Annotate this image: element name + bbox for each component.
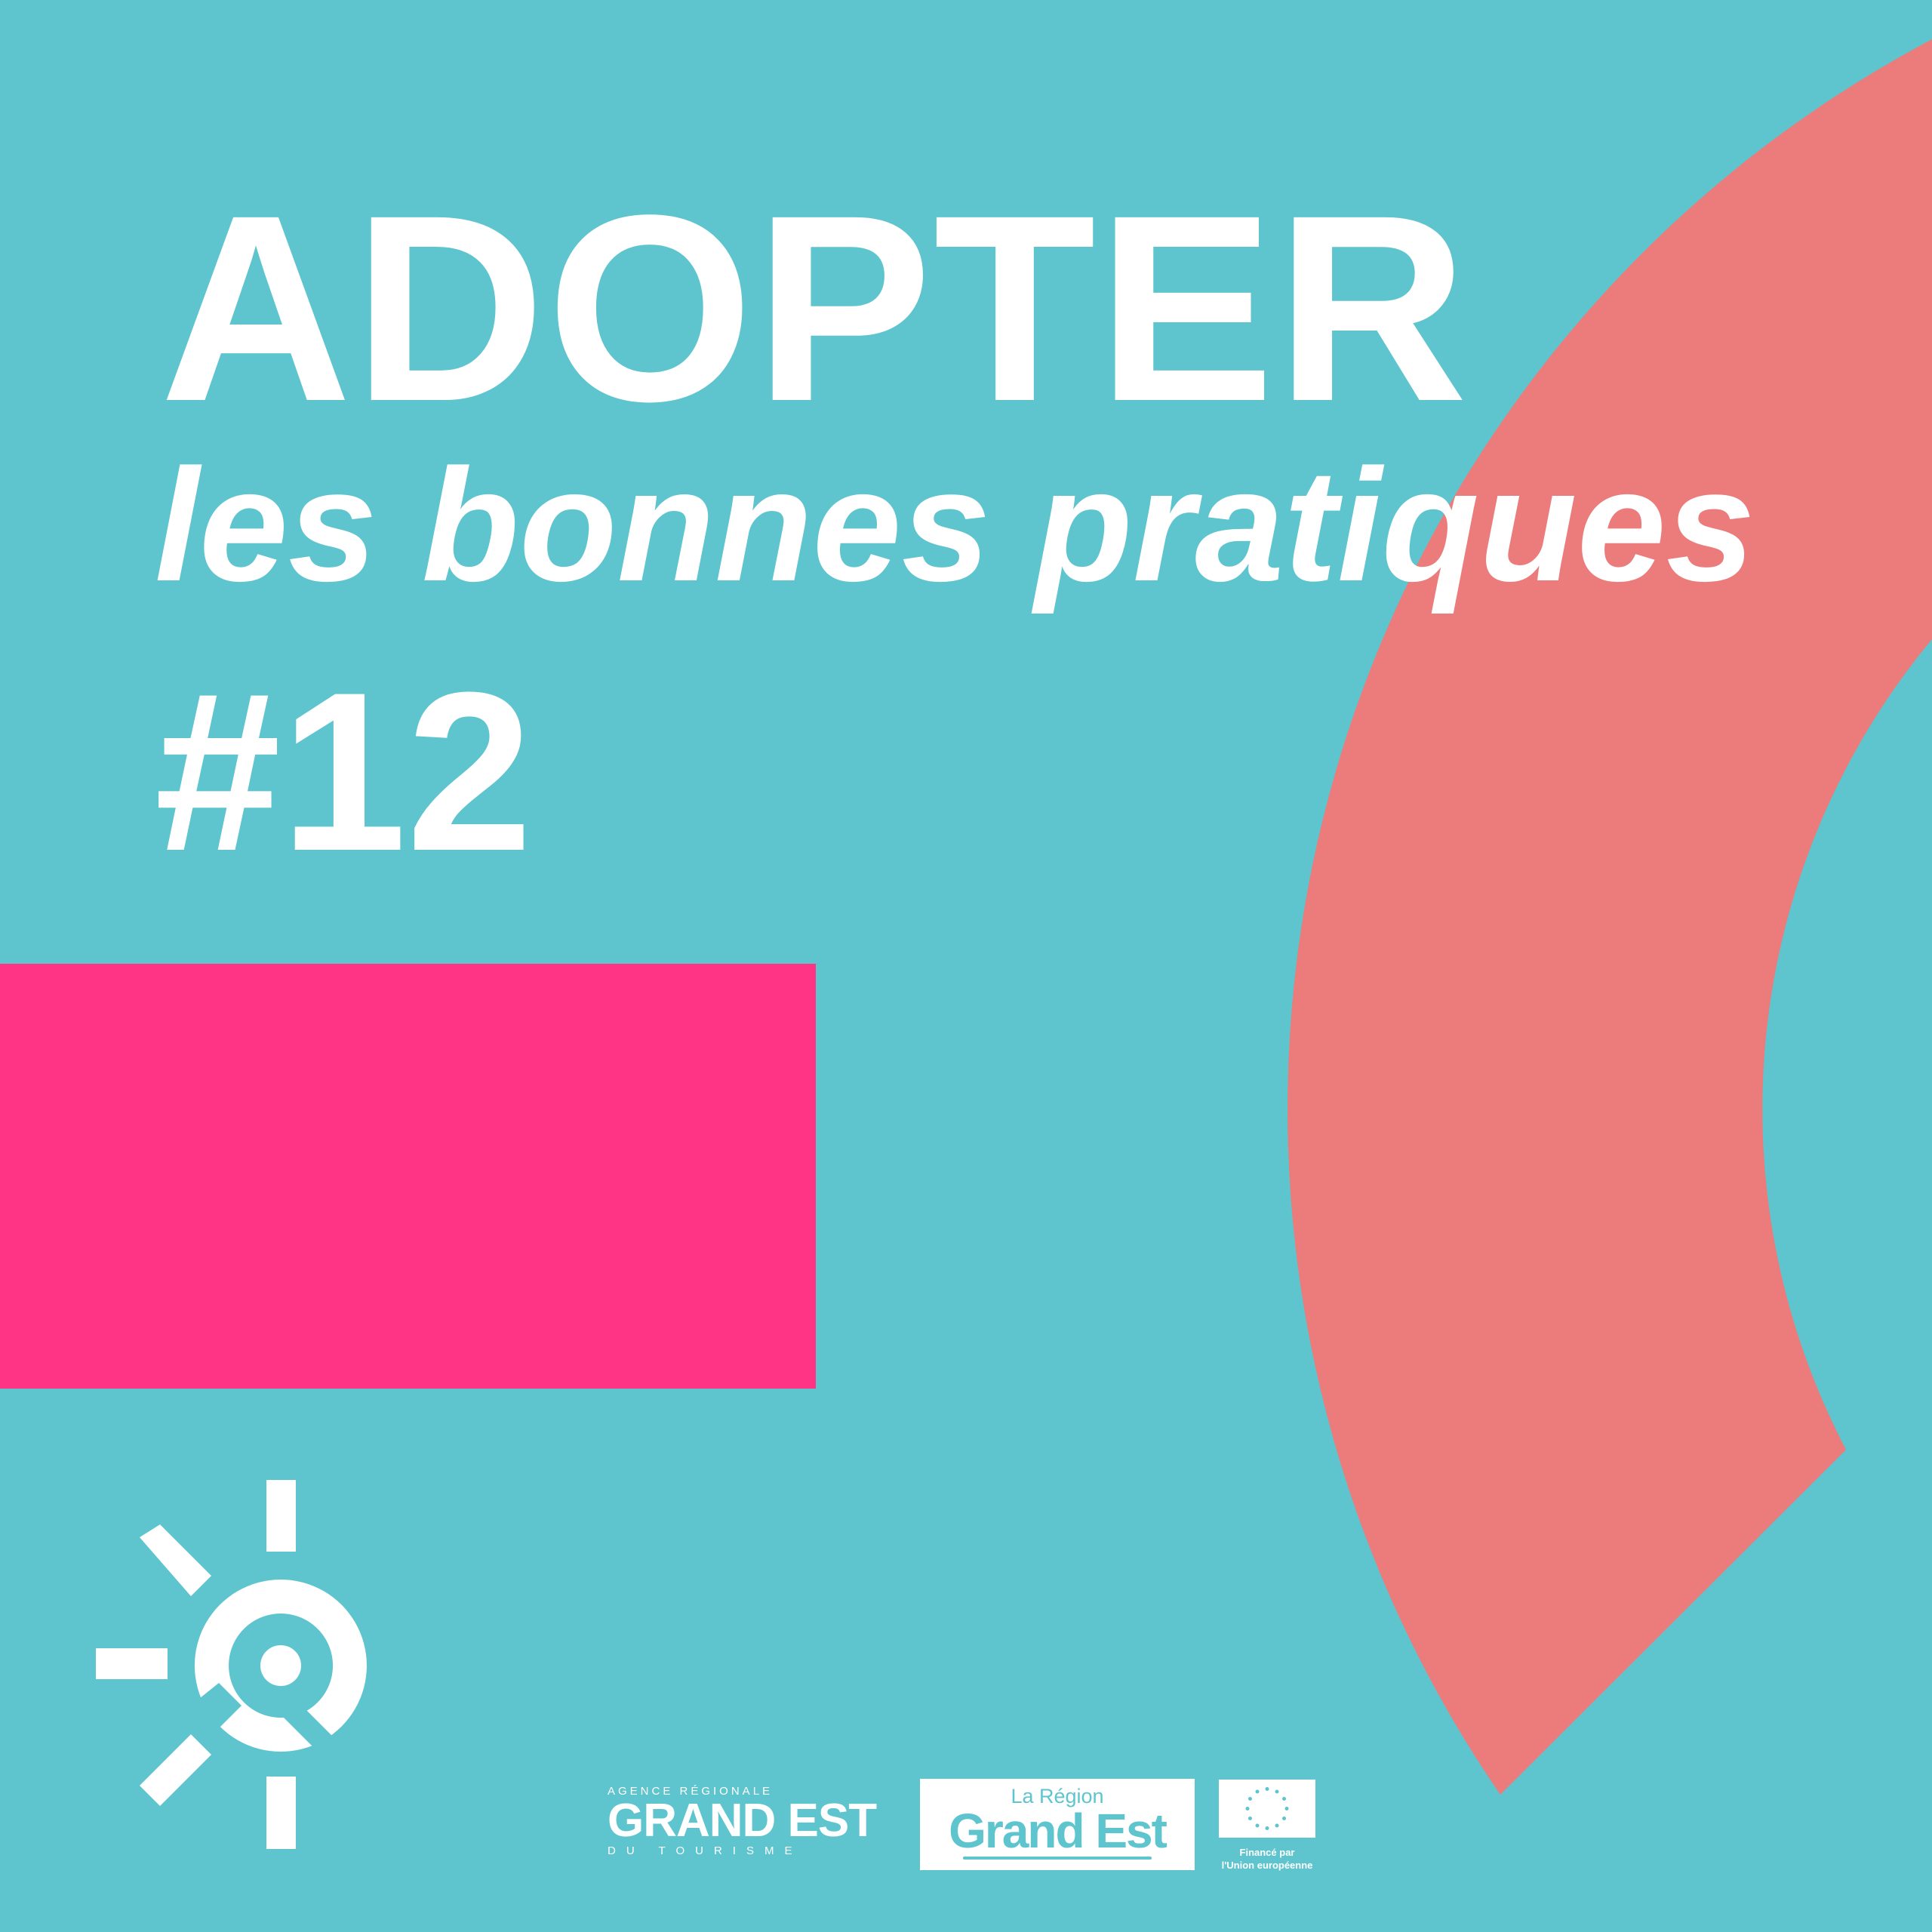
headline-title: ADOPTER bbox=[160, 159, 1469, 457]
eu-star-icon bbox=[1282, 1797, 1287, 1801]
eu-star-icon bbox=[1247, 1797, 1252, 1801]
eu-star-icon bbox=[1265, 1787, 1269, 1791]
region-logo-underline bbox=[963, 1857, 1152, 1860]
eu-star-icon bbox=[1255, 1823, 1260, 1828]
pink-block-decoration bbox=[0, 964, 816, 1389]
eu-star-icon bbox=[1275, 1823, 1279, 1828]
eu-text-line2: l'Union européenne bbox=[1221, 1859, 1313, 1871]
eu-star-icon bbox=[1265, 1826, 1269, 1830]
eu-star-icon bbox=[1284, 1807, 1289, 1810]
sun-logo-icon bbox=[96, 1480, 367, 1849]
agency-logo: AGENCE RÉGIONALE GRAND EST DU TOURISME bbox=[608, 1785, 902, 1857]
eu-star-icon bbox=[1275, 1789, 1279, 1794]
eu-star-icon bbox=[1255, 1789, 1260, 1794]
episode-number: #12 bbox=[155, 645, 533, 898]
eu-star-icon bbox=[1245, 1807, 1250, 1810]
region-logo-name: Grand Est bbox=[949, 1804, 1168, 1858]
headline-subtitle: les bonnes pratiques bbox=[155, 435, 1755, 614]
eu-star-icon bbox=[1282, 1817, 1287, 1820]
agency-logo-name: GRAND EST bbox=[608, 1795, 877, 1847]
region-logo: La Région Grand Est bbox=[920, 1779, 1195, 1870]
agency-logo-bottom: DU TOURISME bbox=[608, 1844, 803, 1857]
eu-logo: Financé par l'Union européenne bbox=[1219, 1780, 1315, 1872]
eu-text-line1: Financé par bbox=[1239, 1847, 1295, 1858]
agency-logo-top: AGENCE RÉGIONALE bbox=[608, 1785, 774, 1798]
region-logo-top: La Région bbox=[1011, 1785, 1104, 1807]
eu-flag-icon bbox=[1219, 1780, 1315, 1838]
eu-star-icon bbox=[1247, 1817, 1252, 1820]
